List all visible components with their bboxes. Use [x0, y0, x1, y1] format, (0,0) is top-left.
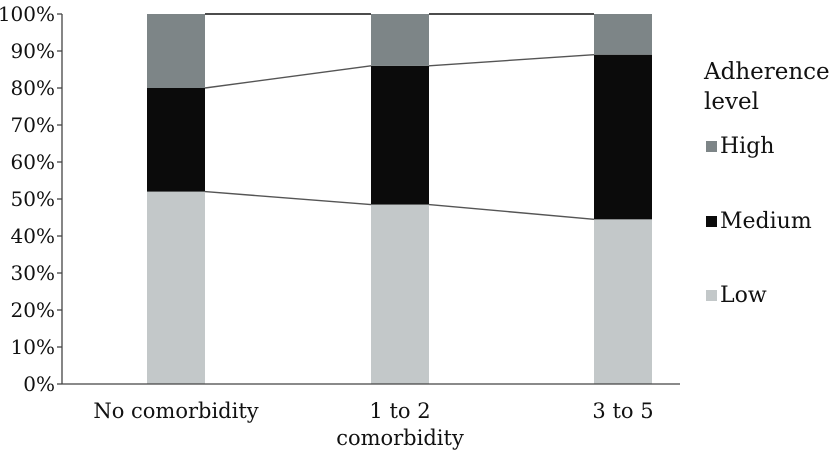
legend-title: Adherence level — [703, 59, 830, 115]
bar-low-1 — [147, 191, 205, 384]
x-category-label-line: comorbidity — [336, 426, 464, 450]
y-tick-label: 60% — [11, 150, 55, 174]
y-tick-label: 70% — [11, 113, 55, 137]
series-line-low-1 — [204, 190, 372, 206]
bar-high-2 — [371, 14, 429, 66]
series-line-low-2 — [428, 203, 595, 221]
bar-high-1 — [147, 14, 205, 88]
x-category-label-line: No comorbidity — [93, 399, 258, 423]
bar-medium-2 — [371, 65, 429, 205]
legend-title-line: Adherence — [703, 59, 830, 85]
legend-label-low: Low — [720, 283, 767, 308]
bar-medium-1 — [147, 88, 205, 192]
x-category-label: No comorbidity — [93, 399, 258, 423]
legend: Adherence level High Medium Low — [703, 59, 830, 308]
series-line-medium-1 — [204, 65, 372, 89]
y-tick-label: 20% — [11, 298, 55, 322]
series-line-medium-2 — [428, 54, 595, 67]
y-tick-label: 50% — [11, 187, 55, 211]
x-category-label-line: 1 to 2 — [369, 399, 430, 423]
legend-label-medium: Medium — [720, 209, 812, 234]
x-category-label: 3 to 5 — [592, 399, 653, 423]
y-tick-label: 0% — [23, 372, 55, 396]
y-tick-label: 30% — [11, 261, 55, 285]
series-lines-layer — [204, 13, 595, 221]
bar-high-3 — [594, 14, 652, 55]
legend-swatch-low — [706, 290, 717, 301]
bars-layer — [147, 14, 652, 384]
x-category-label-line: 3 to 5 — [592, 399, 653, 423]
x-category-label: 1 to 2 comorbidity — [336, 399, 464, 450]
legend-title-line: level — [704, 89, 759, 115]
bar-low-3 — [594, 219, 652, 384]
legend-label-high: High — [720, 134, 774, 159]
y-tick-label: 100% — [0, 2, 55, 26]
bar-medium-3 — [594, 54, 652, 220]
y-tick-label: 90% — [11, 39, 55, 63]
axes: 0% 10% 20% 30% 40% 50% 60% 70% 80% 90% 100% No como… — [0, 2, 680, 450]
legend-swatch-medium — [706, 216, 717, 227]
y-tick-label: 40% — [11, 224, 55, 248]
y-tick-label: 10% — [11, 335, 55, 359]
bar-low-2 — [371, 204, 429, 384]
y-tick-label: 80% — [11, 76, 55, 100]
legend-swatch-high — [706, 141, 717, 152]
